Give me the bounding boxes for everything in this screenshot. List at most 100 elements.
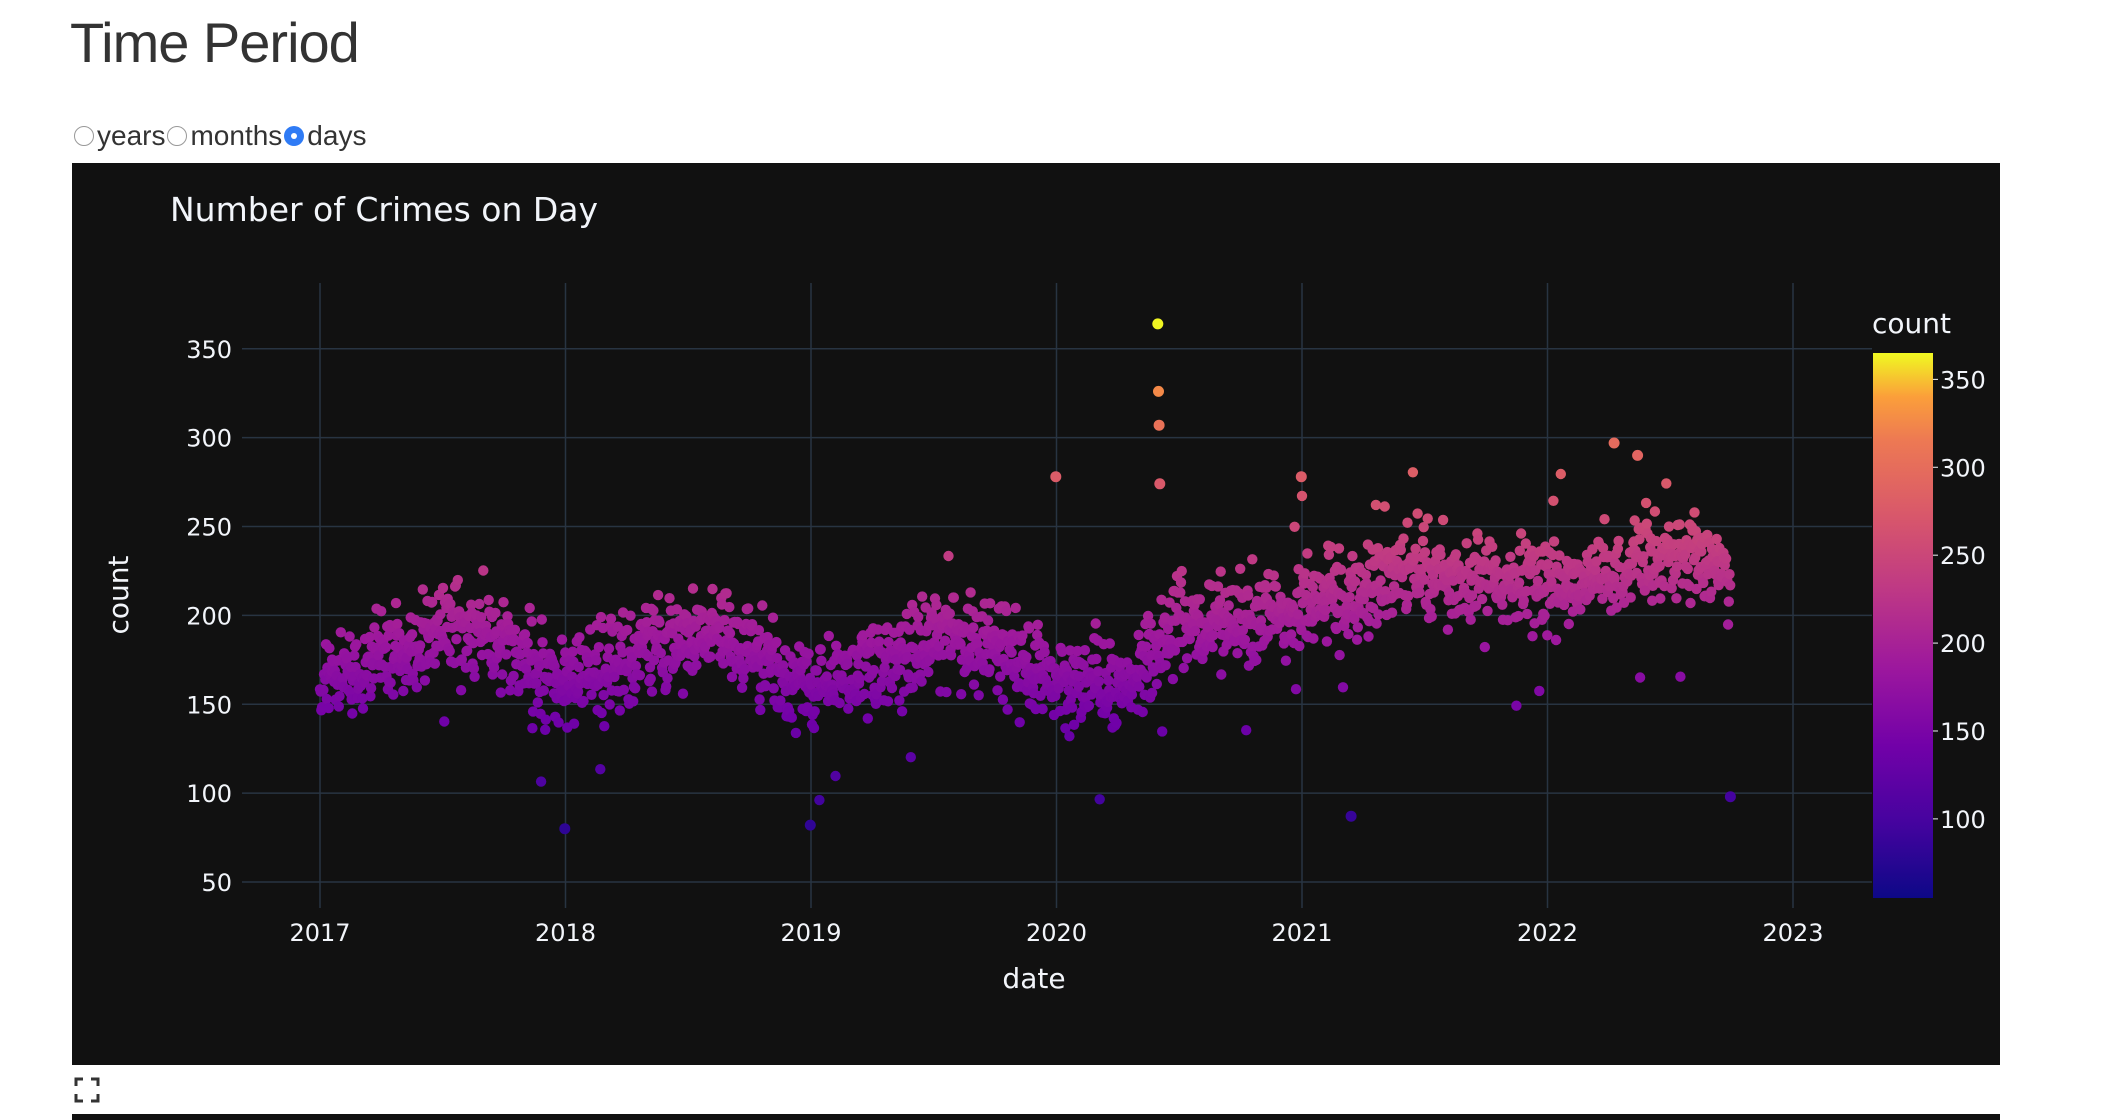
radio-months-circle[interactable] [167,126,188,146]
data-point [1215,566,1226,577]
data-point [968,679,980,690]
data-point [724,601,735,613]
data-point [417,584,428,595]
data-point [1241,725,1252,736]
data-point [1017,630,1028,641]
data-point [894,664,906,676]
data-point [870,698,882,709]
data-point [762,631,773,643]
data-point [677,688,689,699]
data-point [1160,660,1171,671]
data-point [593,642,605,653]
data-point [984,664,995,675]
x-tick-label: 2020 [1026,919,1087,947]
data-point [435,609,446,620]
data-point [1134,681,1145,692]
data-point [1691,583,1702,595]
data-point [1720,553,1732,564]
data-point [1321,636,1333,647]
data-point [568,718,580,729]
data-point [1001,605,1012,617]
data-point [1679,549,1691,560]
data-point [739,663,750,675]
data-point [1270,581,1282,592]
data-point [1375,575,1386,586]
data-point [1625,592,1636,603]
data-point [455,685,467,696]
data-point [714,622,725,633]
data-point [719,614,730,626]
data-point [648,605,659,616]
radio-years-circle[interactable] [74,126,94,146]
x-tick-label: 2022 [1517,919,1578,947]
data-point [495,687,506,698]
data-point [1194,594,1206,605]
data-point [1178,662,1189,674]
data-point [645,673,656,684]
data-point [383,630,394,641]
data-point [862,713,873,724]
y-tick-label: 200 [186,602,232,630]
data-point [468,663,480,674]
data-point [1060,723,1071,734]
data-point [398,685,409,697]
data-point [809,706,820,717]
data-point [1292,609,1304,620]
data-point [1422,513,1433,524]
data-point [753,625,765,636]
data-point [775,695,786,706]
data-point [595,764,606,775]
fullscreen-icon[interactable] [74,1077,100,1103]
data-point [572,686,584,697]
data-point [573,661,584,673]
radio-option-years[interactable]: years [74,120,165,152]
data-point [1335,564,1347,575]
data-point [956,689,967,700]
data-point [1090,618,1101,629]
data-point [648,655,660,666]
radio-option-months[interactable]: months [167,120,282,152]
radio-option-days[interactable]: days [284,120,366,152]
data-point [1184,633,1196,645]
y-tick-label: 100 [186,780,232,808]
data-point [1079,645,1091,656]
data-point [622,624,633,636]
data-point [646,686,658,697]
data-point [1724,569,1735,580]
data-point [1487,541,1498,552]
data-point [1239,634,1251,645]
data-point [1417,535,1429,547]
data-point [1039,646,1050,658]
data-point [1555,468,1567,480]
data-point [334,691,345,702]
data-point [687,583,699,594]
data-point [1343,628,1354,640]
data-point [1280,655,1292,666]
data-point [1137,706,1148,718]
data-point [323,702,334,714]
data-point [1308,633,1319,644]
data-point [1207,641,1218,653]
data-point [664,593,675,604]
data-point [595,611,607,623]
data-point [879,662,890,673]
data-point [821,671,832,682]
data-point [567,646,578,657]
data-point-notable [559,823,571,835]
data-point [1597,542,1609,554]
data-point [1302,548,1313,559]
data-point [349,650,360,661]
data-point [578,695,589,707]
data-point [497,669,508,680]
data-point [521,663,532,675]
data-point [896,706,908,717]
data-point [1370,499,1382,511]
data-point [661,681,672,692]
data-point [1522,608,1533,620]
x-tick-label: 2017 [289,919,350,947]
data-point [1333,543,1345,554]
data-point [965,587,976,598]
radio-days-circle[interactable] [284,126,305,146]
data-point [724,628,736,639]
data-point [1661,478,1672,489]
